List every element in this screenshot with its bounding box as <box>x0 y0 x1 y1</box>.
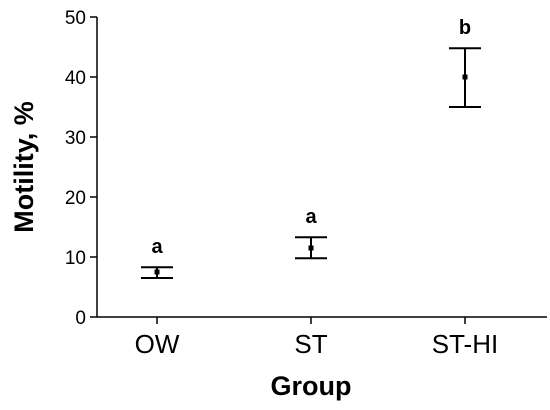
y-tick-label: 50 <box>65 8 86 29</box>
significance-label: a <box>305 206 317 228</box>
plot-area <box>96 17 547 318</box>
x-category-label: ST-HI <box>432 329 498 359</box>
data-marks: a a b <box>141 17 481 279</box>
y-tick-label: 20 <box>65 188 86 209</box>
x-category-label: OW <box>135 329 180 359</box>
significance-label: b <box>459 17 471 39</box>
x-axis: OW ST ST-HI <box>135 317 498 359</box>
x-category-label: ST <box>294 329 327 359</box>
mean-point <box>462 74 468 80</box>
mean-point <box>154 269 160 275</box>
y-tick-label: 10 <box>65 248 86 269</box>
y-tick-label: 40 <box>65 68 86 89</box>
y-axis-title: Motility, % <box>9 101 39 233</box>
x-axis-title: Group <box>271 371 352 401</box>
y-tick-label: 30 <box>65 128 86 149</box>
significance-label: a <box>151 236 163 258</box>
y-axis: 0 10 20 30 40 50 <box>65 8 97 329</box>
mean-point <box>308 245 314 251</box>
y-tick-label: 0 <box>75 308 86 329</box>
